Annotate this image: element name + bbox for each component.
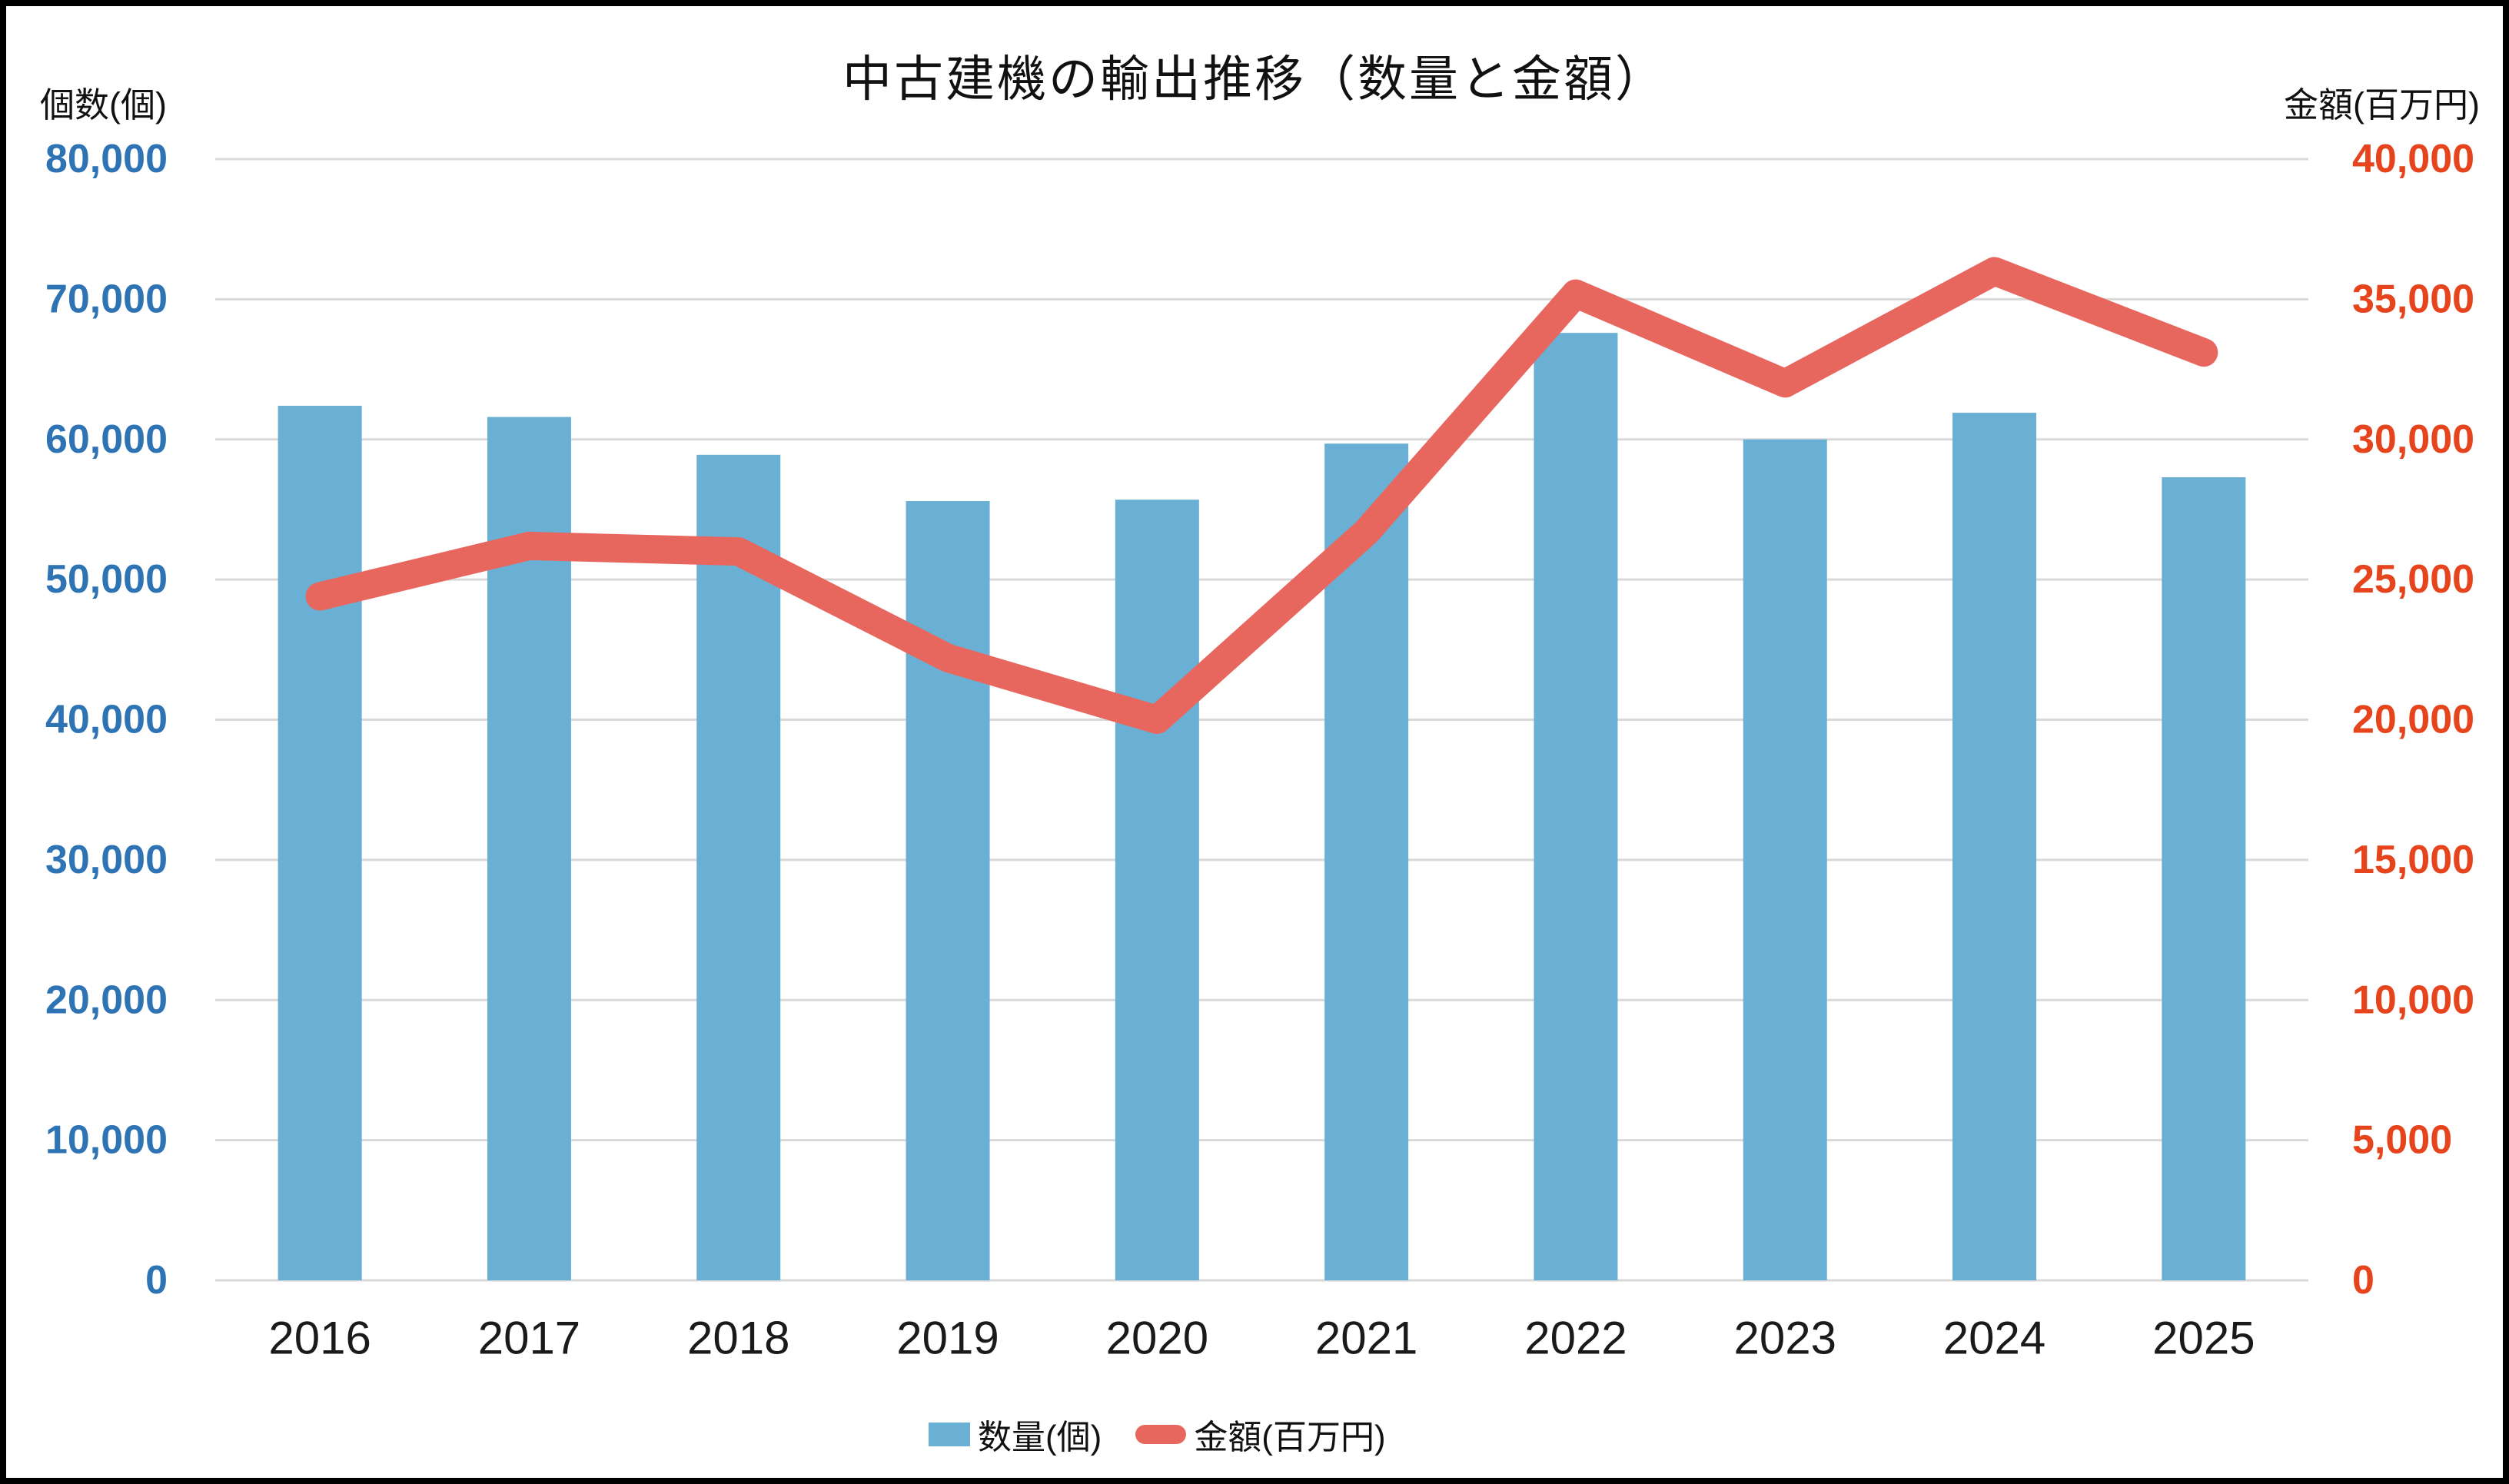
- bar-2022: [1534, 333, 1618, 1280]
- legend-label-quantity: 数量(個): [978, 1419, 1102, 1456]
- legend-bar-swatch: [929, 1422, 970, 1446]
- x-axis-tick-2021: 2021: [1315, 1313, 1417, 1364]
- left-axis-tick: 40,000: [45, 698, 168, 742]
- bar-2021: [1324, 443, 1409, 1281]
- x-axis-tick-2020: 2020: [1106, 1313, 1208, 1364]
- right-axis-tick: 20,000: [2352, 698, 2474, 742]
- amount-line: [305, 257, 2218, 734]
- legend-item-quantity: 数量(個): [929, 1409, 1102, 1459]
- legend-item-amount: 金額(百万円): [1135, 1409, 1386, 1459]
- left-axis-tick: 50,000: [45, 557, 168, 602]
- right-axis-tick: 0: [2352, 1258, 2374, 1303]
- x-axis-tick-2018: 2018: [687, 1313, 789, 1364]
- right-axis-tick: 10,000: [2352, 978, 2474, 1022]
- right-axis-tick: 40,000: [2352, 137, 2474, 181]
- left-axis-tick: 0: [145, 1258, 168, 1303]
- x-axis-tick-2016: 2016: [268, 1313, 371, 1364]
- right-axis-tick: 35,000: [2352, 277, 2474, 321]
- bar-2024: [1952, 413, 2037, 1280]
- x-axis-tick-2017: 2017: [478, 1313, 580, 1364]
- left-axis-tick: 20,000: [45, 978, 168, 1022]
- right-axis-tick: 15,000: [2352, 838, 2474, 882]
- bar-2016: [277, 405, 362, 1280]
- bar-2025: [2162, 476, 2246, 1281]
- chart-title: 中古建機の輸出推移（数量と金額）: [842, 51, 1667, 107]
- right-axis-tick: 30,000: [2352, 417, 2474, 462]
- legend-label-amount: 金額(百万円): [1194, 1419, 1386, 1456]
- bar-2020: [1115, 500, 1199, 1280]
- x-axis-tick-2024: 2024: [1943, 1313, 2045, 1364]
- left-axis-tick: 60,000: [45, 417, 168, 462]
- bar-2018: [696, 454, 781, 1280]
- x-axis-tick-2019: 2019: [896, 1313, 999, 1364]
- left-axis-title: 個数(個): [40, 85, 167, 124]
- x-axis-tick-2023: 2023: [1734, 1313, 1836, 1364]
- plot-area: 0 0 10,000 5,000 20,000 10,000 30,000 15,000 40,…: [45, 137, 2474, 1364]
- left-axis-tick: 80,000: [45, 137, 168, 181]
- legend-line-swatch: [1135, 1424, 1187, 1444]
- left-axis-tick: 10,000: [45, 1118, 168, 1163]
- left-axis-tick: 70,000: [45, 277, 168, 321]
- x-axis-tick-2025: 2025: [2152, 1313, 2255, 1364]
- x-axis-tick-2022: 2022: [1524, 1313, 1627, 1364]
- right-axis-tick: 25,000: [2352, 557, 2474, 602]
- legend: 数量(個) 金額(百万円): [929, 1409, 1386, 1459]
- right-axis-title: 金額(百万円): [2284, 85, 2480, 124]
- left-axis-tick: 30,000: [45, 838, 168, 882]
- right-axis-tick: 5,000: [2352, 1118, 2452, 1163]
- bar-2023: [1743, 439, 1827, 1280]
- bar-2019: [906, 500, 990, 1280]
